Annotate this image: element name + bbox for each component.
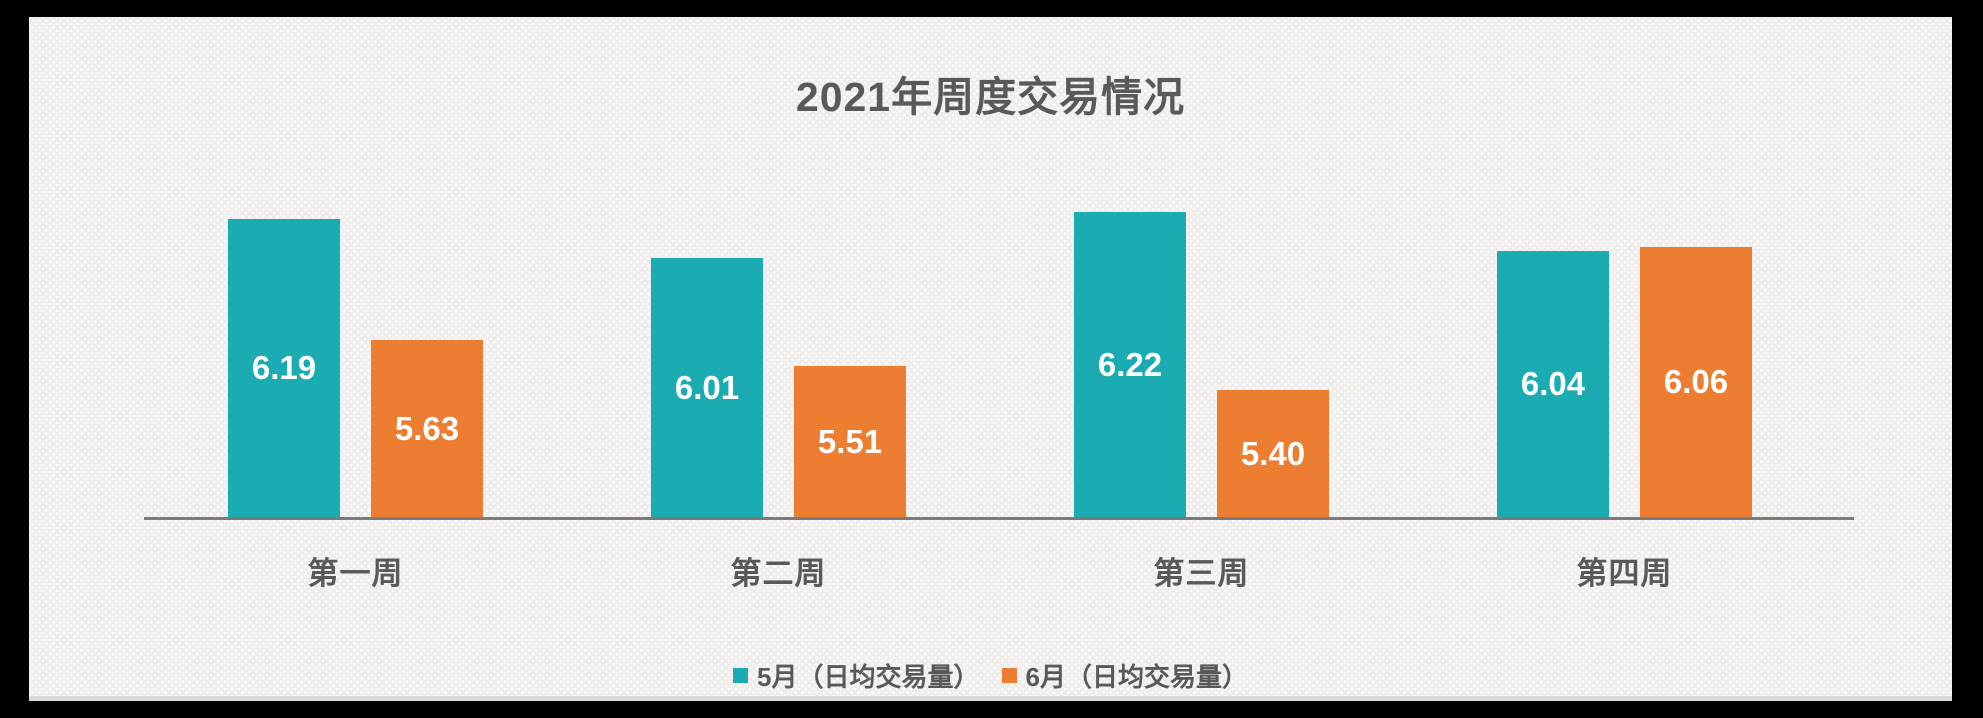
bar-series2-cat1: 5.63 xyxy=(371,340,483,517)
category-label-1: 第一周 xyxy=(307,556,404,591)
bar-value-label: 5.63 xyxy=(394,409,460,447)
bar-series1-cat4: 6.04 xyxy=(1497,251,1609,517)
bar-series1-cat3: 6.22 xyxy=(1074,212,1186,517)
chart-title: 2021年周度交易情况 xyxy=(795,74,1186,120)
bar-series2-cat2: 5.51 xyxy=(794,366,906,517)
legend-item-1: 5月（日均交易量） xyxy=(733,657,980,694)
bar-value-label: 6.22 xyxy=(1097,345,1163,383)
bar-value-label: 6.04 xyxy=(1520,365,1586,402)
x-axis-line xyxy=(144,517,1854,520)
legend-swatch-icon xyxy=(733,668,749,683)
bar-series1-cat2: 6.01 xyxy=(651,258,763,517)
bar-series2-cat3: 5.40 xyxy=(1217,390,1329,517)
bar-value-label: 5.40 xyxy=(1240,434,1306,472)
legend-label: 5月（日均交易量） xyxy=(757,662,980,692)
bar-value-label: 5.51 xyxy=(817,422,883,460)
category-label-4: 第四周 xyxy=(1576,556,1673,591)
bar-value-label: 6.01 xyxy=(674,368,740,406)
bar-value-label: 6.06 xyxy=(1663,363,1729,400)
category-label-3: 第三周 xyxy=(1153,556,1250,591)
bar-series2-cat4: 6.06 xyxy=(1640,247,1752,517)
category-label-2: 第二周 xyxy=(730,556,827,591)
slide-background: 2021年周度交易情况 6.19 5.63 第一周 6.01 5.51 第二周 6.22 5.… xyxy=(29,17,1952,701)
legend-label: 6月（日均交易量） xyxy=(1025,662,1248,692)
legend-item-2: 6月（日均交易量） xyxy=(1001,657,1248,694)
bar-value-label: 6.19 xyxy=(251,349,317,386)
bar-series1-cat1: 6.19 xyxy=(228,219,340,517)
legend: 5月（日均交易量） 6月（日均交易量） xyxy=(29,657,1952,694)
legend-swatch-icon xyxy=(1001,668,1017,683)
plot-area: 6.19 5.63 第一周 6.01 5.51 第二周 6.22 5.40 第三周 6.04 6.0… xyxy=(29,17,1952,701)
